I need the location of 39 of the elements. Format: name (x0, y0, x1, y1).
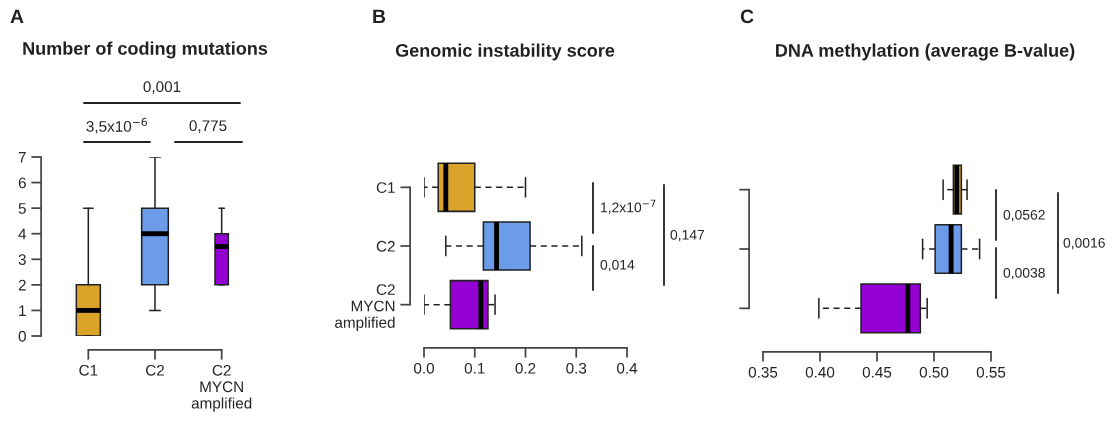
y-tick-label: 7 (18, 152, 26, 163)
x-tick-label: 0.2 (515, 362, 536, 374)
text: B (373, 9, 386, 24)
x-tick-label: C2 MYCN amplified (191, 364, 252, 412)
y-tick-label: 1 (19, 305, 26, 316)
text: 0,0038 (1003, 267, 1045, 280)
annotation: 1,2x10$^{−7}$ (601, 199, 656, 214)
y-tick-label: 2 (18, 279, 26, 291)
y-tick-label: 6 (18, 177, 26, 189)
x-tick-label: 0.50 (919, 366, 949, 378)
x-tick-label: C2 (146, 364, 164, 376)
text: C (740, 9, 754, 24)
text: 0,775 (189, 120, 227, 133)
text: 0,0562 (1003, 209, 1045, 222)
x-tick-label: 0.55 (976, 366, 1006, 378)
y-tick-label: C2 (376, 240, 395, 252)
text: 3,5x10$^{−6}$ (86, 117, 147, 134)
chart-title: Genomic instability score (395, 43, 615, 61)
y-tick-label: C2 MYCN amplified (335, 284, 395, 331)
text: 0,0016 (1063, 237, 1105, 250)
y-tick-label: C1 (376, 182, 395, 194)
x-tick-label: 0.40 (805, 366, 835, 378)
text: A (10, 9, 24, 24)
annotation: 0,014 (600, 259, 635, 272)
chart-title: DNA methylation (average B-value) (776, 43, 1075, 61)
y-tick-label: 3 (18, 254, 26, 265)
x-tick-label: 0.4 (616, 362, 638, 374)
x-tick-label: C1 (79, 364, 98, 376)
y-tick-label: 4 (18, 228, 27, 240)
x-tick-label: 0.3 (566, 362, 587, 374)
text: 0,001 (143, 81, 181, 94)
y-tick-label: 5 (18, 203, 26, 214)
x-tick-label: 0.0 (413, 362, 435, 374)
x-tick-label: 0.35 (748, 366, 778, 378)
x-tick-label: 0.1 (464, 362, 485, 374)
text: 0,147 (670, 229, 705, 242)
y-tick-label: 0 (18, 330, 26, 342)
x-tick-label: 0.45 (862, 366, 892, 378)
chart-title: Number of coding mutations (23, 41, 268, 59)
